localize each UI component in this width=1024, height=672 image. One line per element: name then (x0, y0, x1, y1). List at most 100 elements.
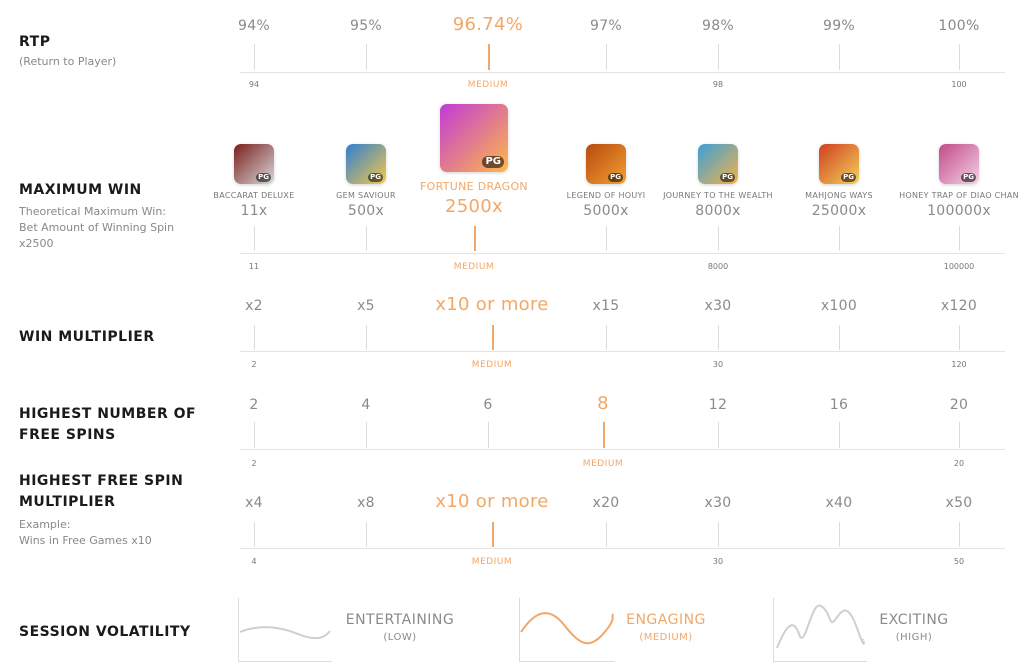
free-spins-label-group: HIGHEST NUMBER OF FREE SPINS (19, 404, 196, 446)
max-win-scale-label: 100000 (943, 262, 975, 271)
max-win-tick (366, 226, 367, 251)
journey-to-the-wealth-game-icon[interactable]: PG (698, 144, 738, 184)
free-spins-value: 12 (708, 397, 728, 413)
free-spins-medium-label: MEDIUM (582, 459, 624, 469)
volatility-high-card (773, 598, 867, 662)
pg-badge: PG (841, 173, 856, 182)
free-spins-tick (959, 422, 960, 448)
max-win-value: 500x (347, 203, 385, 219)
gem-saviour-game-icon[interactable]: PG (346, 144, 386, 184)
win-multiplier-scale-label: 30 (712, 360, 724, 369)
max-win-game-name: JOURNEY TO THE WEALTH (663, 191, 773, 200)
free-spins-scale: 2 4 6 8 12 16 20 2 20 MEDIUM (240, 0, 1005, 480)
max-win-scale-label: 8000 (707, 262, 729, 271)
max-win-game-name: GEM SAVIOUR (336, 191, 396, 200)
win-multiplier-value: x10 or more (435, 294, 549, 315)
free-spin-multiplier-tick (366, 522, 367, 547)
win-multiplier-tick (606, 325, 607, 350)
rtp-value: 100% (938, 18, 980, 34)
rtp-tick (959, 44, 960, 70)
win-multiplier-value: x15 (592, 298, 620, 314)
volatility-medium-wave (520, 612, 614, 645)
free-spin-multiplier-tick (959, 522, 960, 547)
win-multiplier-tick (959, 325, 960, 350)
free-spin-multiplier-value: x40 (825, 495, 853, 511)
rtp-baseline (240, 72, 1005, 73)
free-spin-multiplier-subtitle: Example: Wins in Free Games x10 (19, 517, 183, 549)
free-spin-multiplier-scale-label: 30 (712, 557, 724, 566)
rtp-value: 97% (589, 18, 623, 34)
win-multiplier-tick (366, 325, 367, 350)
fortune-dragon-game-icon[interactable]: PG (440, 104, 508, 172)
volatility-low-name: ENTERTAINING (345, 612, 455, 628)
rtp-tick (488, 44, 490, 70)
volatility-high-frame-left (773, 598, 774, 662)
win-multiplier-value: x5 (357, 298, 375, 314)
win-multiplier-scale-label: 2 (251, 360, 257, 369)
rtp-tick (254, 44, 255, 70)
max-win-scale-label: 11 (248, 262, 260, 271)
volatility-high-name: EXCITING (879, 612, 949, 628)
win-multiplier-tick (718, 325, 719, 350)
pg-badge: PG (608, 173, 623, 182)
free-spin-multiplier-value: x4 (245, 495, 263, 511)
free-spins-title-line-2: FREE SPINS (19, 427, 116, 443)
win-multiplier-tick (254, 325, 255, 350)
win-multiplier-value: x120 (940, 298, 978, 314)
volatility-medium-frame-left (519, 598, 520, 662)
max-win-value: 8000x (695, 203, 741, 219)
max-win-medium-label: MEDIUM (453, 262, 495, 272)
win-multiplier-value: x2 (245, 298, 263, 314)
mahjong-ways-game-icon[interactable]: PG (819, 144, 859, 184)
win-multiplier-title: WIN MULTIPLIER (19, 329, 155, 345)
rtp-tick (606, 44, 607, 70)
rtp-value: 96.74% (452, 14, 524, 35)
max-win-game-name: BACCARAT DELUXE (213, 191, 295, 200)
rtp-value: 95% (349, 18, 383, 34)
max-win-tick (606, 226, 607, 251)
rtp-tick (839, 44, 840, 70)
volatility-low-sub: (LOW) (383, 632, 417, 643)
win-multiplier-tick (492, 325, 494, 350)
rtp-scale-label: 98 (712, 80, 724, 89)
free-spins-title-line-1: HIGHEST NUMBER OF (19, 406, 197, 422)
free-spins-tick (254, 422, 255, 448)
volatility-high-frame-bottom (773, 661, 867, 662)
free-spins-value: 16 (829, 397, 849, 413)
baccarat-deluxe-game-icon[interactable]: PG (234, 144, 274, 184)
free-spin-multiplier-value: x30 (704, 495, 732, 511)
free-spin-multiplier-tick (254, 522, 255, 547)
max-win-tick (959, 226, 960, 251)
volatility-medium-sub: (MEDIUM) (639, 632, 693, 643)
win-multiplier-label-group: WIN MULTIPLIER (19, 327, 155, 348)
free-spin-multiplier-scale-label: 50 (953, 557, 965, 566)
max-win-baseline (240, 253, 1005, 254)
session-volatility-title: SESSION VOLATILITY (19, 624, 191, 640)
legend-of-houyi-game-icon[interactable]: PG (586, 144, 626, 184)
rtp-scale: 94% 95% 96.74% 97% 98% 99% 100% 94 98 100 MEDIUM (238, 0, 1005, 100)
free-spin-multiplier-value: x10 or more (435, 491, 549, 512)
volatility-medium-card (519, 598, 615, 662)
pg-badge: PG (720, 173, 735, 182)
rtp-scale-label: 94 (248, 80, 260, 89)
win-multiplier-tick (839, 325, 840, 350)
honey-trap-of-diao-chan-game-icon[interactable]: PG (939, 144, 979, 184)
free-spin-multiplier-scale: x4 x8 x10 or more x20 x30 x40 x50 4 30 50 MEDIUM (240, 0, 1005, 580)
volatility-high-sub: (HIGH) (895, 632, 933, 643)
free-spins-scale-label: 20 (953, 459, 965, 468)
rtp-value: 98% (701, 18, 735, 34)
rtp-label-group: RTP (Return to Player) (19, 32, 116, 70)
max-win-subtitle-line-2: Bet Amount of Winning Spin (19, 221, 175, 234)
free-spins-tick (718, 422, 719, 448)
max-win-subtitle-line-3: x2500 (19, 237, 54, 250)
win-multiplier-baseline (240, 351, 1005, 352)
volatility-medium-frame-bottom (519, 661, 615, 662)
max-win-game-name: HONEY TRAP OF DIAO CHAN (899, 191, 1019, 200)
pg-badge: PG (482, 156, 504, 168)
win-multiplier-scale-label: 120 (951, 360, 967, 369)
win-multiplier-medium-label: MEDIUM (471, 360, 513, 370)
free-spin-multiplier-tick (718, 522, 719, 547)
win-multiplier-value: x30 (704, 298, 732, 314)
max-win-tick (474, 226, 476, 251)
win-multiplier-scale: x2 x5 x10 or more x15 x30 x100 x120 2 30 120 MEDIU… (240, 0, 1005, 380)
